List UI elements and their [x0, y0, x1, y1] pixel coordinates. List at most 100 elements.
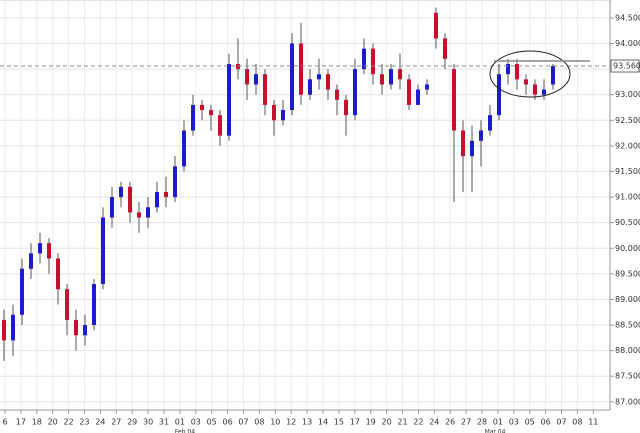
- candle-body: [416, 89, 420, 105]
- candle-body: [119, 186, 123, 198]
- candle-body: [524, 79, 528, 85]
- candle-body: [443, 38, 447, 59]
- y-tick-label: 91.000: [615, 193, 640, 202]
- candle-body: [173, 166, 177, 198]
- x-tick-label: 24: [429, 418, 439, 427]
- x-tick-label: 05: [207, 418, 217, 427]
- x-tick-label: 30: [143, 418, 153, 427]
- candle-body: [20, 268, 24, 315]
- y-tick-label: 88.500: [615, 321, 640, 330]
- y-tick-label: 90.000: [615, 244, 640, 253]
- y-tick-label: 94.000: [615, 39, 640, 48]
- candle-body: [497, 74, 501, 116]
- candle-body: [353, 69, 357, 116]
- x-tick-label: 15: [334, 418, 344, 427]
- candle-body: [461, 130, 465, 157]
- candles: [0, 7, 610, 361]
- x-tick-label: 17: [350, 418, 360, 427]
- candle-body: [254, 74, 258, 85]
- x-tick-label: 28: [477, 418, 487, 427]
- candle-body: [299, 43, 303, 95]
- x-tick-label: 14: [318, 418, 328, 427]
- x-tick-label: 18: [32, 418, 42, 427]
- candle-body: [335, 89, 339, 100]
- y-tick-label: 87.000: [615, 397, 640, 406]
- candle-body: [182, 130, 186, 167]
- y-tick-label: 88.000: [615, 346, 640, 355]
- candle-body: [209, 110, 213, 116]
- x-tick-label: 31: [159, 418, 169, 427]
- x-tick-label: 08: [572, 418, 582, 427]
- y-tick-label: 92.500: [615, 116, 640, 125]
- x-tick-label: 03: [509, 418, 519, 427]
- candle-body: [164, 191, 168, 198]
- x-tick-label: 6: [2, 418, 7, 427]
- x-tick-label: 12: [286, 418, 296, 427]
- x-tick-label: 07: [556, 418, 566, 427]
- x-tick-label: 07: [238, 418, 248, 427]
- candle-body: [65, 289, 69, 320]
- y-tick-label: 92.000: [615, 141, 640, 150]
- current-price-box: [610, 59, 640, 73]
- x-tick-label: 06: [223, 418, 233, 427]
- candle-body: [344, 99, 348, 116]
- x-tick-label: 24: [95, 418, 105, 427]
- candle-body: [128, 186, 132, 213]
- month-label: Feb 04: [175, 429, 195, 433]
- y-tick-label: 91.500: [615, 167, 640, 176]
- candle-body: [533, 84, 537, 95]
- x-tick-label: 23: [79, 418, 89, 427]
- x-tick-label: 10: [270, 418, 280, 427]
- candle-body: [2, 319, 6, 341]
- candle-body: [317, 74, 321, 80]
- candle-body: [92, 284, 96, 326]
- x-tick-label: 11: [588, 418, 598, 427]
- candle-body: [506, 63, 510, 75]
- candle-body: [272, 104, 276, 121]
- x-tick-label: 27: [111, 418, 121, 427]
- x-tick-label: 05: [525, 418, 535, 427]
- candle-body: [551, 66, 555, 85]
- candle-body: [434, 12, 438, 39]
- candle-body: [155, 191, 159, 208]
- candle-body: [398, 69, 402, 80]
- candle-body: [515, 63, 519, 80]
- candle-body: [47, 243, 51, 259]
- x-tick-label: 22: [413, 418, 423, 427]
- candle-body: [236, 63, 240, 70]
- candle-body: [146, 207, 150, 218]
- x-tick-label: 19: [366, 418, 376, 427]
- candle-body: [407, 79, 411, 105]
- y-tick-label: 94.500: [615, 13, 640, 22]
- y-tick-label: 87.500: [615, 372, 640, 381]
- candle-body: [56, 258, 60, 290]
- x-tick-label: 20: [48, 418, 58, 427]
- candle-body: [83, 325, 87, 336]
- axis-labels: 87.000 87.500 88.000 88.500 89.000 89.500 90.0…: [2, 13, 640, 433]
- current-price-label: 93.560: [613, 62, 640, 71]
- candle-body: [101, 217, 105, 285]
- candle-body: [425, 84, 429, 90]
- candle-body: [263, 74, 267, 105]
- candle-body: [191, 104, 195, 131]
- candle-body: [11, 314, 15, 341]
- x-tick-label: 21: [397, 418, 407, 427]
- x-tick-label: 08: [254, 418, 264, 427]
- candle-body: [308, 79, 312, 95]
- candle-body: [326, 74, 330, 90]
- candle-body: [290, 43, 294, 111]
- candle-body: [488, 115, 492, 131]
- candle-body: [452, 69, 456, 131]
- candle-body: [380, 74, 384, 85]
- candle-body: [389, 69, 393, 85]
- candle-body: [371, 48, 375, 75]
- month-label: Mar 04: [485, 429, 506, 433]
- x-tick-label: 01: [175, 418, 185, 427]
- x-tick-label: 06: [541, 418, 551, 427]
- candle-body: [362, 48, 366, 70]
- candle-body: [38, 243, 42, 254]
- y-tick-label: 93.000: [615, 90, 640, 99]
- candle-body: [245, 69, 249, 85]
